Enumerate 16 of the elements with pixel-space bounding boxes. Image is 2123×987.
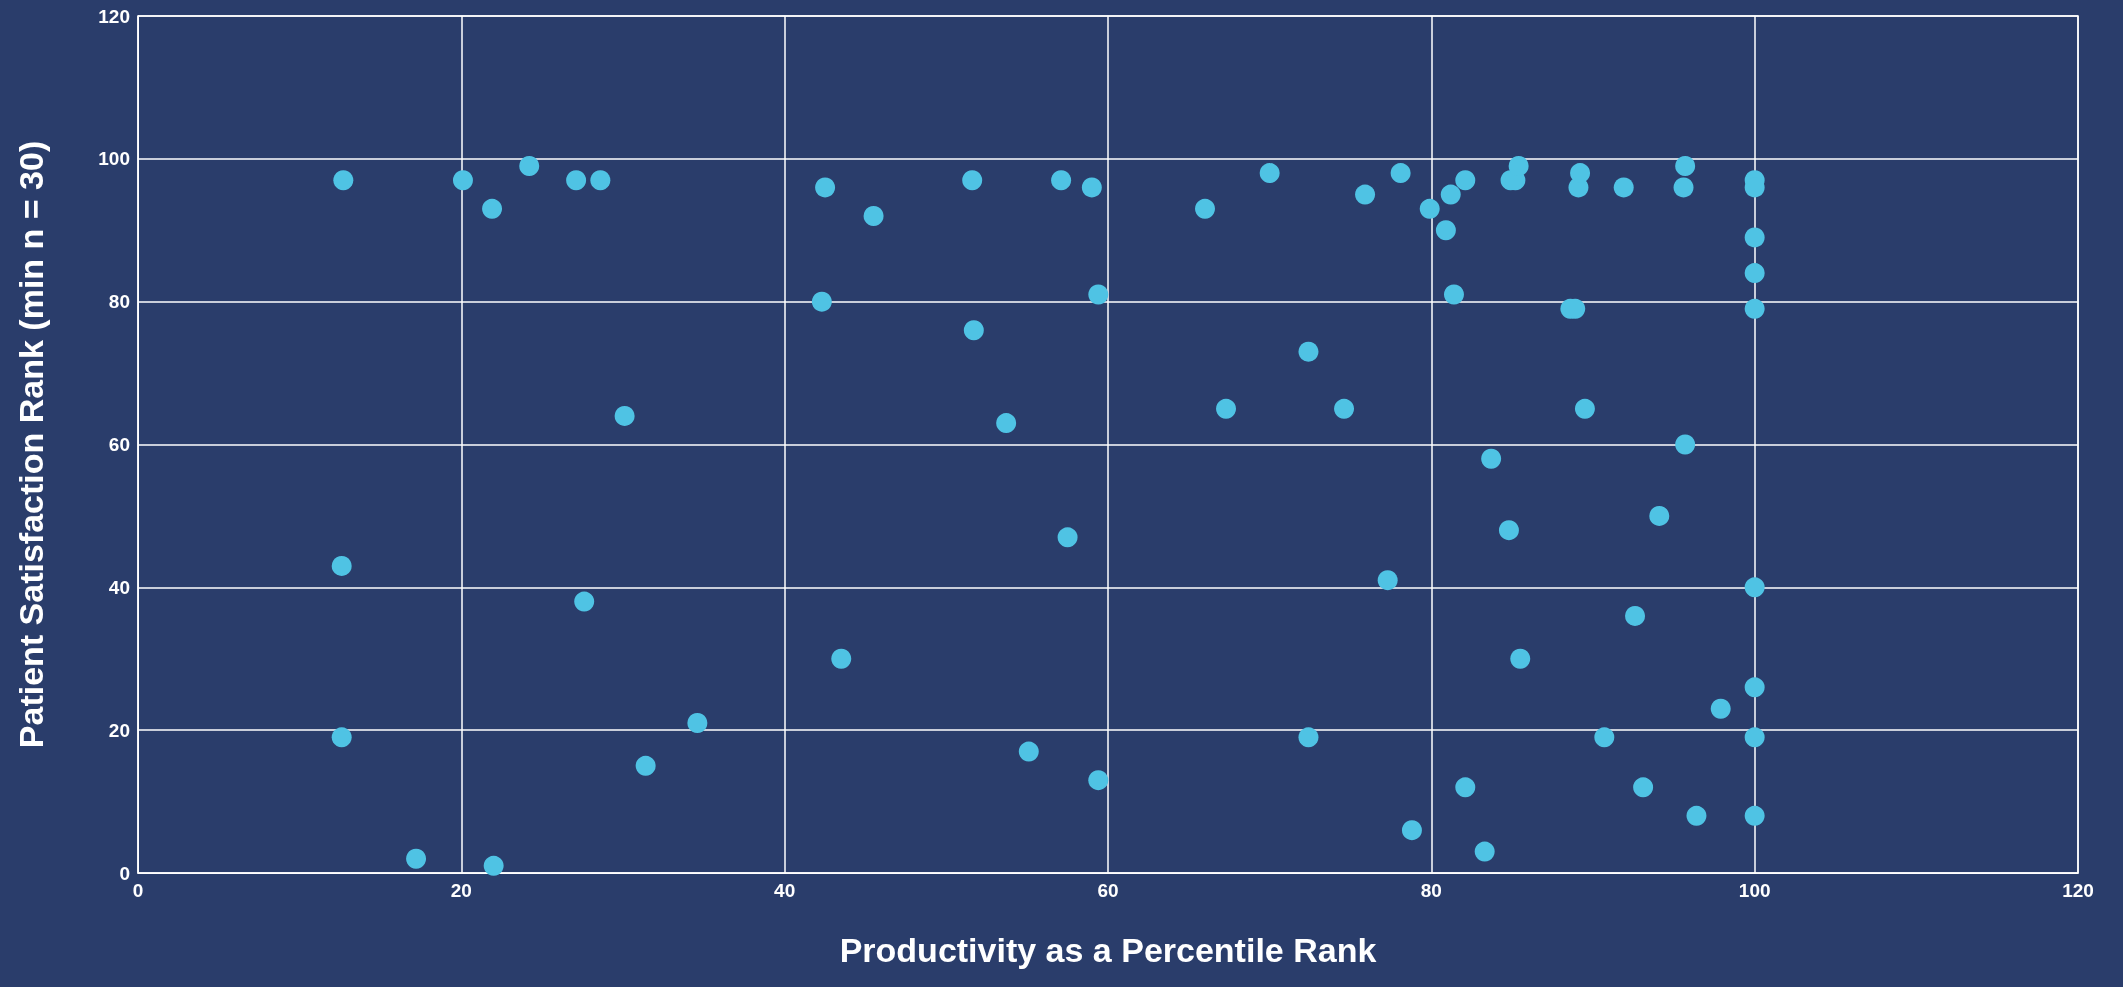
y-tick-label: 100 <box>98 148 130 170</box>
y-tick-label: 20 <box>108 719 130 741</box>
y-axis-title: Patient Satisfaction Rank (min n = 30) <box>12 140 50 749</box>
x-tick-label: 100 <box>1738 880 1771 901</box>
x-tick-label: 120 <box>2062 880 2094 901</box>
x-tick-label: 40 <box>774 880 796 901</box>
x-tick-label: 20 <box>450 880 472 901</box>
x-axis-title: Productivity as a Percentile Rank <box>839 931 1377 969</box>
y-tick-label: 0 <box>119 862 130 884</box>
y-tick-label: 60 <box>108 434 130 455</box>
y-tick-label: 40 <box>108 576 130 598</box>
x-tick-label: 60 <box>1097 880 1119 901</box>
x-tick-label: 0 <box>132 880 144 901</box>
y-tick-label: 80 <box>108 291 130 313</box>
y-tick-label: 120 <box>98 5 130 27</box>
x-tick-label: 80 <box>1420 880 1442 901</box>
